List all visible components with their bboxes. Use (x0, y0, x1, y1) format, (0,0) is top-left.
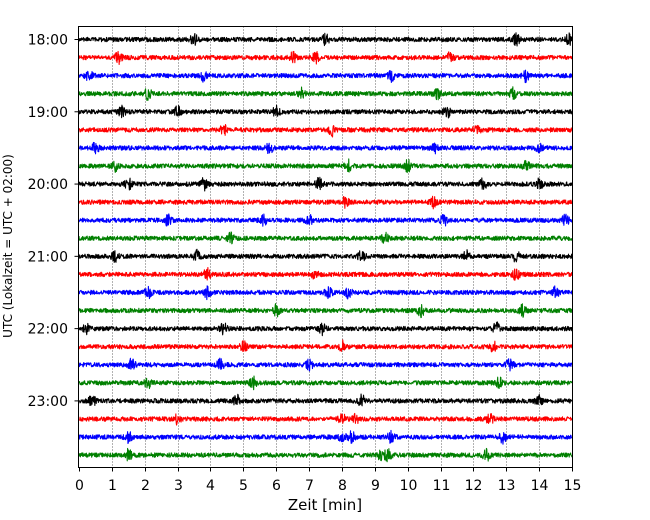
x-tick-label: 11 (433, 478, 451, 494)
y-tick-label: 19:00 (28, 105, 68, 121)
x-tick-label: 8 (338, 478, 347, 494)
trace-2215 (78, 339, 573, 353)
x-tick-label: 12 (465, 478, 483, 494)
trace-1800 (78, 32, 573, 47)
y-tick-label: 22:00 (28, 322, 68, 338)
x-tick-label: 6 (272, 478, 281, 494)
trace-1915 (78, 123, 573, 138)
x-tick-label: 0 (75, 478, 84, 494)
trace-1930 (78, 141, 573, 155)
x-tick-label: 3 (174, 478, 183, 494)
x-tick-label: 15 (564, 478, 582, 494)
plot-background (78, 26, 573, 468)
x-tick-label: 2 (141, 478, 150, 494)
trace-2300 (78, 393, 573, 407)
y-tick-label: 21:00 (28, 249, 68, 265)
y-tick-label: 18:00 (28, 33, 68, 49)
y-tick-label: 23:00 (28, 394, 68, 410)
x-tick-label: 13 (498, 478, 516, 494)
x-tick-label: 1 (108, 478, 117, 494)
trace-2145 (78, 303, 573, 319)
trace-2030 (78, 213, 573, 227)
trace-2345 (78, 447, 573, 463)
trace-2200 (78, 321, 573, 337)
trace-2000 (78, 176, 573, 192)
trace-1815 (78, 50, 573, 66)
trace-2100 (78, 248, 573, 263)
trace-layer (78, 32, 573, 463)
x-axis-ticks: 0 1 2 3 4 5 6 7 8 9 10 11 12 13 14 15 (75, 467, 582, 494)
trace-2230 (78, 357, 573, 372)
x-tick-label: 5 (239, 478, 248, 494)
x-tick-label: 14 (531, 478, 549, 494)
trace-2130 (78, 285, 573, 301)
y-tick-label: 20:00 (28, 177, 68, 193)
x-tick-label: 10 (400, 478, 418, 494)
plot-frame (78, 26, 573, 468)
trace-2330 (78, 429, 573, 445)
trace-1845 (78, 86, 573, 101)
trace-2245 (78, 375, 573, 391)
trace-2315 (78, 412, 573, 426)
trace-1900 (78, 104, 573, 119)
x-tick-label: 7 (305, 478, 314, 494)
y-axis-label: UTC (Lokalzeit = UTC + 02:00) (1, 154, 15, 338)
trace-2045 (78, 231, 573, 245)
x-tick-label: 9 (371, 478, 380, 494)
y-axis-ticks: 18:00 19:00 20:00 21:00 22:00 23:00 (28, 33, 79, 410)
trace-1830 (78, 69, 573, 84)
trace-1945 (78, 158, 573, 174)
trace-2015 (78, 195, 573, 210)
x-axis-label: Zeit [min] (288, 496, 362, 514)
trace-2115 (78, 267, 573, 281)
x-tick-label: 4 (206, 478, 215, 494)
